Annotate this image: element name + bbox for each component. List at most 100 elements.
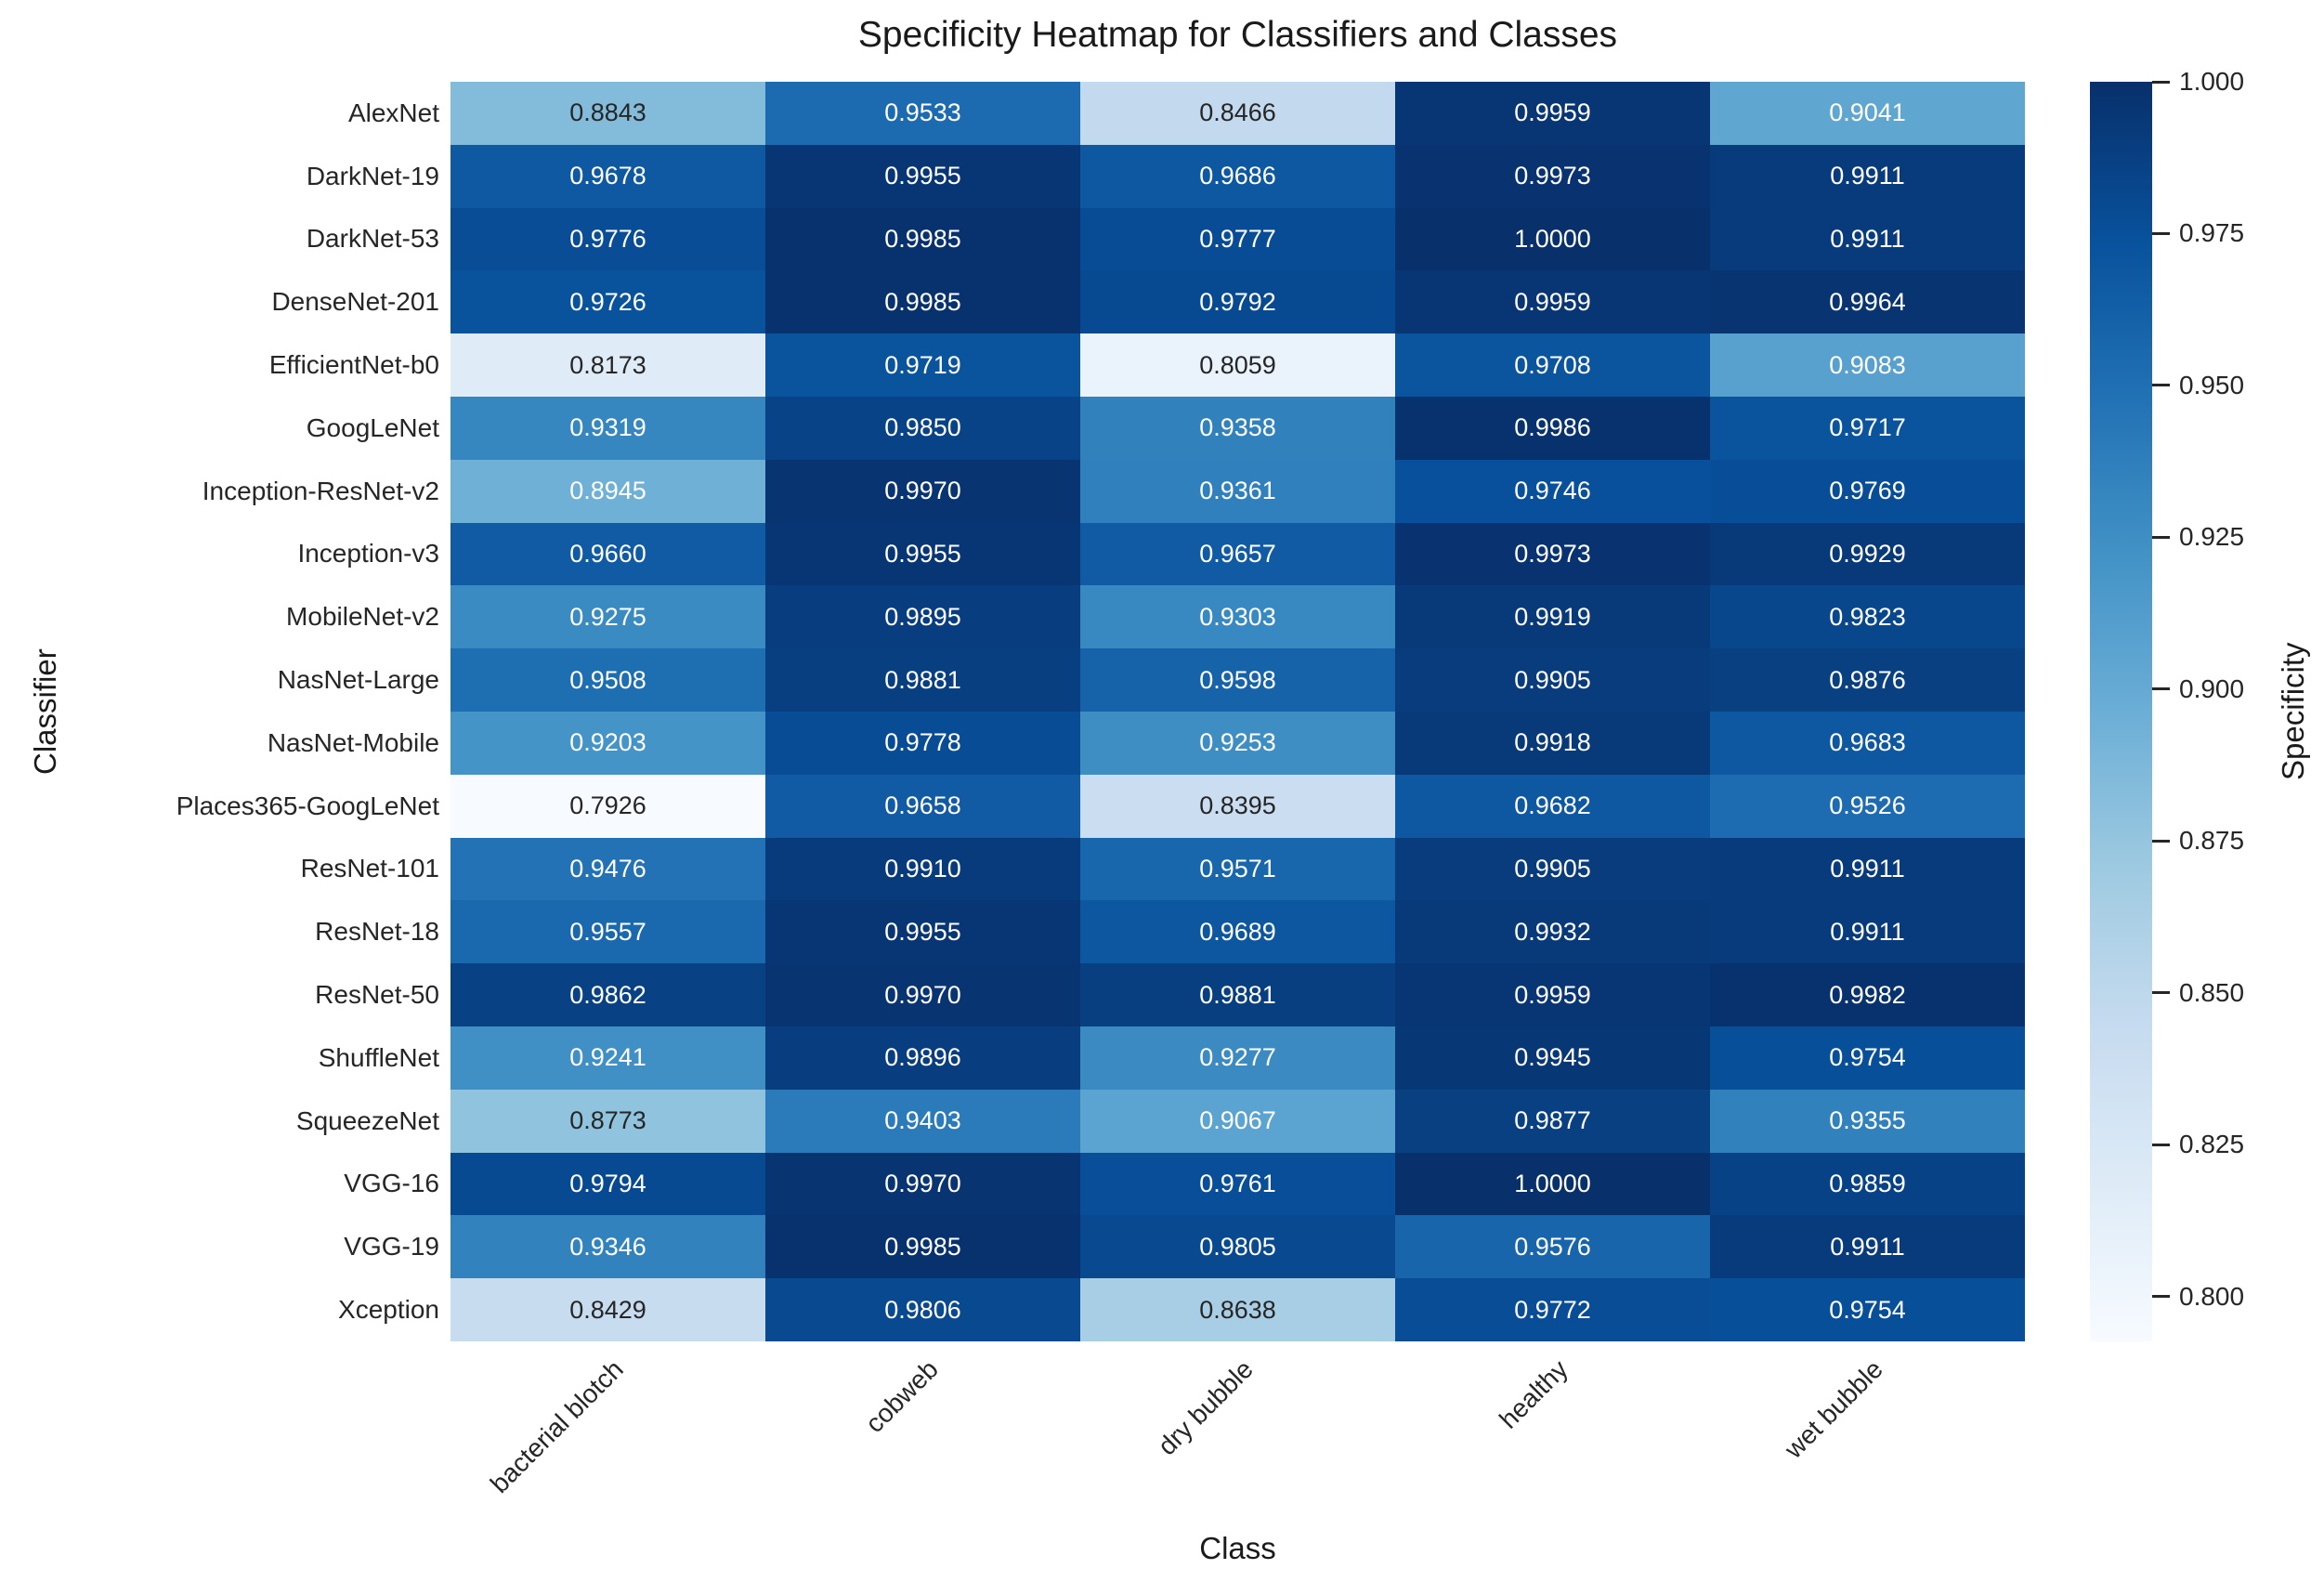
heatmap-cell: 0.9508 bbox=[450, 648, 765, 712]
heatmap-cell-value: 0.9682 bbox=[1514, 791, 1591, 820]
y-tick-label: MobileNet-v2 bbox=[286, 602, 439, 632]
heatmap-cell-value: 0.8466 bbox=[1199, 98, 1276, 127]
heatmap-cell-value: 0.9911 bbox=[1830, 1232, 1905, 1261]
heatmap-cell: 0.9598 bbox=[1080, 648, 1395, 712]
heatmap-cell-value: 0.9571 bbox=[1199, 854, 1276, 882]
y-tick-label: Places365-GoogLeNet bbox=[176, 791, 439, 820]
heatmap-cell: 0.9083 bbox=[1710, 333, 2025, 397]
heatmap-cell-value: 0.9895 bbox=[884, 602, 961, 631]
heatmap-cell: 0.9918 bbox=[1395, 712, 1710, 775]
heatmap-cell: 0.9319 bbox=[450, 397, 765, 460]
heatmap-cell: 0.9945 bbox=[1395, 1026, 1710, 1090]
heatmap-cell: 0.9754 bbox=[1710, 1026, 2025, 1090]
heatmap-cell-value: 0.9919 bbox=[1514, 602, 1591, 631]
heatmap-cell-value: 0.9959 bbox=[1514, 287, 1591, 316]
heatmap-cell-value: 0.9726 bbox=[569, 287, 646, 316]
y-tick-label: Xception bbox=[338, 1295, 439, 1325]
heatmap-cell-value: 0.9660 bbox=[569, 539, 646, 568]
colorbar-tick-label: 0.925 bbox=[2179, 522, 2245, 552]
heatmap-cell-value: 0.9657 bbox=[1199, 539, 1276, 568]
heatmap-cell-value: 0.9253 bbox=[1199, 728, 1276, 757]
heatmap-cell-value: 0.9986 bbox=[1514, 413, 1591, 442]
heatmap-cell-value: 0.9275 bbox=[569, 602, 646, 631]
heatmap-cell: 0.9985 bbox=[765, 1215, 1080, 1279]
heatmap-cell-value: 0.8843 bbox=[569, 98, 646, 127]
heatmap-cell: 0.9792 bbox=[1080, 270, 1395, 334]
heatmap-cell: 0.9959 bbox=[1395, 270, 1710, 334]
heatmap-cell-value: 0.9557 bbox=[569, 917, 646, 946]
heatmap-cell: 0.8843 bbox=[450, 82, 765, 145]
heatmap-cell-value: 0.8429 bbox=[569, 1295, 646, 1324]
heatmap-cell: 0.9754 bbox=[1710, 1278, 2025, 1341]
heatmap-cell: 0.9919 bbox=[1395, 585, 1710, 649]
heatmap-cell-value: 1.0000 bbox=[1514, 1169, 1591, 1197]
heatmap-cell: 0.9973 bbox=[1395, 144, 1710, 208]
colorbar-tick-label: 1.000 bbox=[2179, 67, 2245, 96]
heatmap-cell-value: 0.9955 bbox=[884, 162, 961, 190]
heatmap-cell: 0.9877 bbox=[1395, 1089, 1710, 1153]
heatmap-cell: 0.9910 bbox=[765, 837, 1080, 901]
heatmap-cell: 0.9911 bbox=[1710, 207, 2025, 271]
heatmap-cell: 0.9970 bbox=[765, 963, 1080, 1026]
colorbar-tick-mark bbox=[2152, 80, 2170, 84]
heatmap-cell-value: 0.9794 bbox=[569, 1169, 646, 1197]
heatmap-cell: 0.9533 bbox=[765, 82, 1080, 145]
heatmap-cell: 0.9303 bbox=[1080, 585, 1395, 649]
heatmap-cell-value: 0.9658 bbox=[884, 791, 961, 820]
heatmap-cell-value: 0.9910 bbox=[884, 854, 961, 882]
heatmap-cell: 0.9241 bbox=[450, 1026, 765, 1090]
heatmap-cell-value: 0.9862 bbox=[569, 980, 646, 1009]
y-tick-label: Inception-v3 bbox=[297, 539, 439, 569]
heatmap-cell-value: 1.0000 bbox=[1514, 224, 1591, 253]
colorbar-label: Specificity bbox=[2276, 642, 2310, 781]
heatmap-cell-value: 0.9850 bbox=[884, 413, 961, 442]
heatmap-cell: 0.9678 bbox=[450, 144, 765, 208]
heatmap-cell-value: 0.9964 bbox=[1829, 287, 1906, 316]
heatmap-cell: 0.9719 bbox=[765, 333, 1080, 397]
heatmap-cell: 0.9859 bbox=[1710, 1152, 2025, 1216]
heatmap-cell: 0.9973 bbox=[1395, 522, 1710, 586]
heatmap-cell: 0.9823 bbox=[1710, 585, 2025, 649]
heatmap-cell: 0.9805 bbox=[1080, 1215, 1395, 1279]
heatmap-cell: 0.9959 bbox=[1395, 963, 1710, 1026]
heatmap-cell: 0.9683 bbox=[1710, 712, 2025, 775]
heatmap-cell-value: 0.9911 bbox=[1830, 854, 1905, 882]
colorbar-tick-mark bbox=[2152, 687, 2170, 691]
colorbar-tick-label: 0.825 bbox=[2179, 1130, 2245, 1159]
heatmap-cell-value: 0.9746 bbox=[1514, 477, 1591, 505]
heatmap-cell-value: 0.9683 bbox=[1829, 728, 1906, 757]
heatmap-cell: 0.9361 bbox=[1080, 459, 1395, 523]
heatmap-cell: 0.9682 bbox=[1395, 774, 1710, 838]
heatmap-cell-value: 0.9970 bbox=[884, 1169, 961, 1197]
colorbar-tick-mark bbox=[2152, 1143, 2170, 1146]
heatmap-cell: 0.9905 bbox=[1395, 648, 1710, 712]
colorbar-tick-label: 0.875 bbox=[2179, 826, 2245, 856]
heatmap-cell-value: 0.9686 bbox=[1199, 162, 1276, 190]
heatmap-cell: 0.9689 bbox=[1080, 900, 1395, 964]
heatmap-cell-value: 0.9689 bbox=[1199, 917, 1276, 946]
heatmap-cell: 0.9896 bbox=[765, 1026, 1080, 1090]
heatmap-cell: 0.8773 bbox=[450, 1089, 765, 1153]
heatmap-cell-value: 0.9918 bbox=[1514, 728, 1591, 757]
heatmap-cell: 0.9346 bbox=[450, 1215, 765, 1279]
heatmap-cell-value: 0.9303 bbox=[1199, 602, 1276, 631]
heatmap-cell-value: 0.9806 bbox=[884, 1295, 961, 1324]
y-tick-label: SqueezeNet bbox=[295, 1105, 439, 1135]
heatmap-cell: 0.9911 bbox=[1710, 900, 2025, 964]
heatmap-cell: 0.8638 bbox=[1080, 1278, 1395, 1341]
heatmap-cell: 0.7926 bbox=[450, 774, 765, 838]
y-tick-label: GoogLeNet bbox=[306, 412, 439, 442]
heatmap-cell-value: 0.9319 bbox=[569, 413, 646, 442]
heatmap-cell: 0.9708 bbox=[1395, 333, 1710, 397]
y-tick-label: ResNet-101 bbox=[300, 854, 439, 883]
colorbar-tick-label: 0.800 bbox=[2179, 1281, 2245, 1311]
heatmap-cell: 0.9658 bbox=[765, 774, 1080, 838]
heatmap-cell-value: 0.9859 bbox=[1829, 1169, 1906, 1197]
heatmap-cell: 0.9929 bbox=[1710, 522, 2025, 586]
heatmap-cell: 0.9986 bbox=[1395, 397, 1710, 460]
heatmap-cell: 0.9911 bbox=[1710, 1215, 2025, 1279]
heatmap-cell: 0.9203 bbox=[450, 712, 765, 775]
heatmap-cell-value: 0.9985 bbox=[884, 224, 961, 253]
heatmap-cell-value: 0.9717 bbox=[1829, 413, 1906, 442]
heatmap-cell: 0.9955 bbox=[765, 522, 1080, 586]
